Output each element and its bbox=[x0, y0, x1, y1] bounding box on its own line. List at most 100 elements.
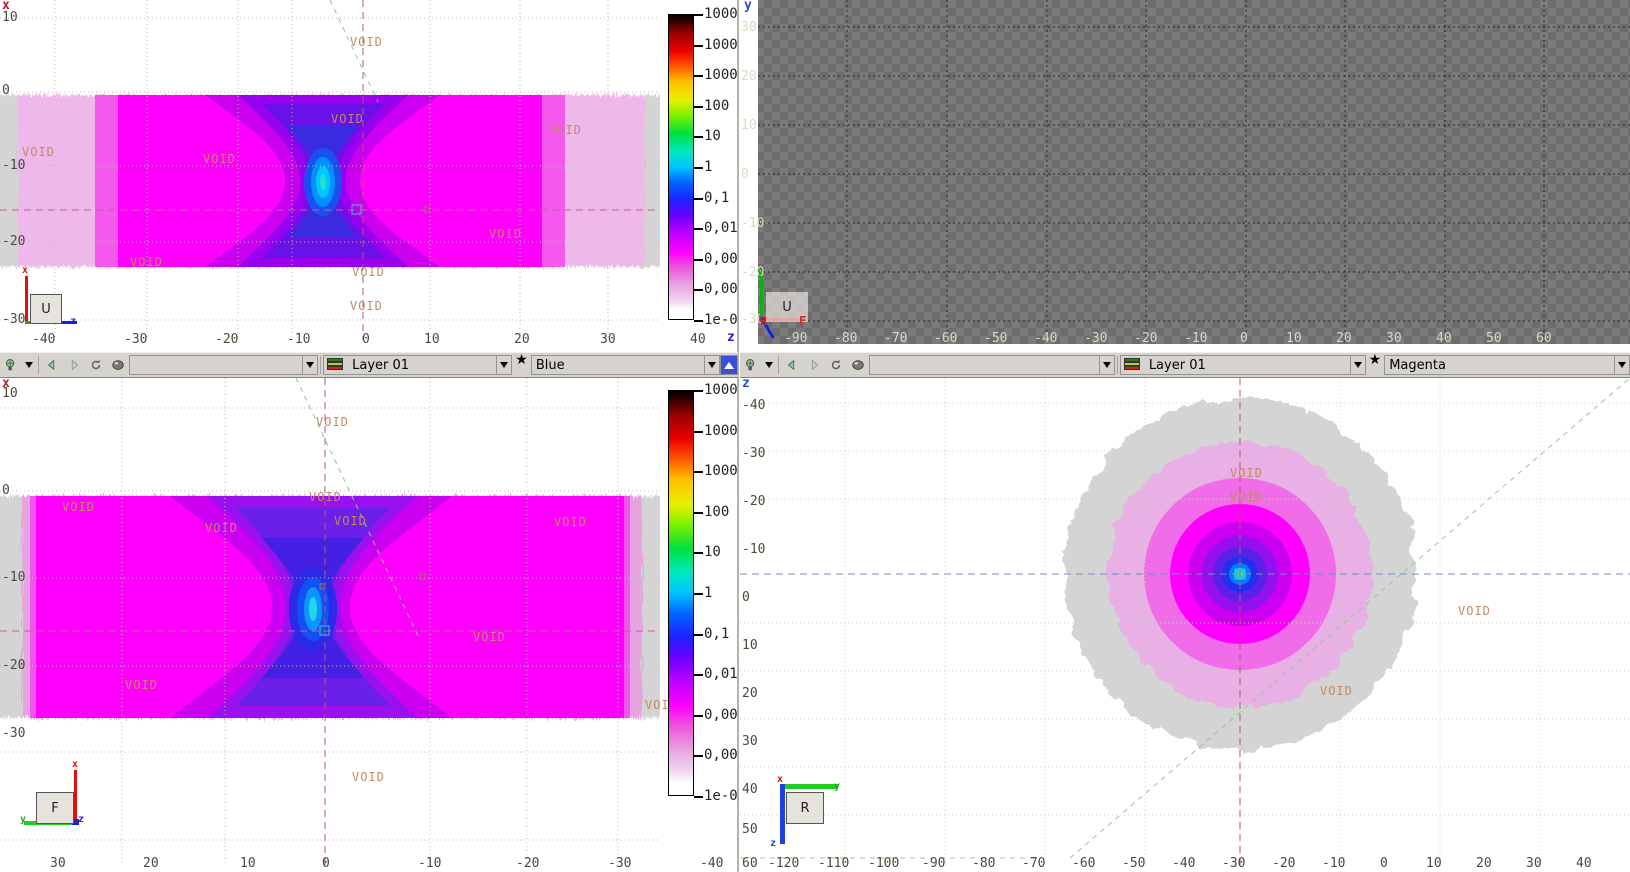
axis-y-label: y bbox=[834, 781, 841, 792]
x-tick: 30 bbox=[1386, 331, 1402, 346]
colorbar-label: 10000 bbox=[704, 36, 738, 53]
void-label: VOID bbox=[1458, 604, 1491, 618]
x-tick: -70 bbox=[1022, 856, 1046, 871]
y-tick: 10 bbox=[741, 118, 757, 133]
x-tick: -10 bbox=[1184, 331, 1208, 346]
forward-arrow-icon[interactable] bbox=[63, 353, 85, 377]
orientation-gizmo-top-left[interactable]: x z U bbox=[20, 265, 80, 330]
colorbar-label: 1e-05 bbox=[704, 788, 738, 804]
palette-combo-left[interactable]: Blue bbox=[530, 355, 704, 375]
axis-name-z: z bbox=[742, 378, 750, 391]
star-icon[interactable]: ★ bbox=[1368, 352, 1382, 368]
axis-name-z: z bbox=[727, 330, 735, 345]
colorbar-label: 0,001 bbox=[704, 250, 738, 267]
top-left-plot-canvas[interactable] bbox=[0, 0, 738, 350]
colorbar-label: 0,1 bbox=[704, 189, 730, 206]
x-tick: 0 bbox=[1380, 856, 1388, 871]
void-label: VOID bbox=[554, 515, 587, 529]
globe-nav-icon[interactable] bbox=[740, 353, 762, 377]
colorbar-label: 100000 bbox=[704, 6, 738, 22]
refresh-icon[interactable] bbox=[85, 353, 107, 377]
void-label: VOID bbox=[205, 521, 238, 535]
axis-y-label: y bbox=[20, 814, 27, 825]
bottom-left-plot-canvas[interactable] bbox=[0, 378, 738, 872]
layer-combo-dropdown[interactable] bbox=[496, 355, 513, 375]
refresh-icon[interactable] bbox=[825, 353, 847, 377]
panel-top-left[interactable]: VOID VOID VOID VOID VOID VOID VOID VOID … bbox=[0, 0, 738, 350]
orientation-gizmo-top-right[interactable]: y U R F bbox=[752, 267, 822, 342]
bottom-right-plot-canvas[interactable] bbox=[740, 378, 1630, 872]
colorbar-label: 100 bbox=[704, 97, 730, 114]
caret-up-glyph bbox=[723, 361, 734, 369]
x-tick: 30 bbox=[1526, 856, 1542, 871]
colorbar-label: 1000 bbox=[704, 67, 738, 84]
y-tick: -40 bbox=[742, 398, 766, 413]
axis-z-label: z bbox=[70, 316, 77, 327]
view-label-box[interactable]: U bbox=[766, 292, 808, 322]
orientation-gizmo-bottom-right[interactable]: x y z R bbox=[758, 774, 841, 852]
colorbar-ticks bbox=[694, 390, 703, 798]
panel-bottom-left[interactable]: VOID VOID VOID VOID VOID VOID VOID VOID … bbox=[0, 378, 738, 872]
axis-x-line bbox=[25, 276, 28, 324]
toolbar-right[interactable]: Layer 01 ★ Magenta bbox=[740, 352, 1630, 378]
x-tick: -100 bbox=[868, 856, 900, 871]
x-tick: -80 bbox=[834, 331, 858, 346]
x-tick: 0 bbox=[322, 856, 330, 871]
star-icon[interactable]: ★ bbox=[515, 352, 528, 368]
nav-dropdown-arrow[interactable] bbox=[22, 353, 36, 377]
view-label-box[interactable]: R bbox=[786, 792, 824, 824]
back-arrow-icon[interactable] bbox=[41, 353, 63, 377]
x-tick: 10 bbox=[424, 332, 440, 347]
axis-x-label: x bbox=[777, 774, 784, 785]
forward-arrow-icon[interactable] bbox=[803, 353, 825, 377]
view-label: R bbox=[800, 800, 810, 816]
layer-combo-dropdown[interactable] bbox=[1349, 355, 1366, 375]
x-tick: 0 bbox=[362, 332, 370, 347]
colorbar-label: 1e-05 bbox=[704, 312, 738, 328]
shaded-sphere-icon[interactable] bbox=[847, 353, 869, 377]
view-label-box[interactable]: U bbox=[30, 294, 62, 324]
y-tick: -30 bbox=[2, 726, 26, 741]
object-combo-dropdown[interactable] bbox=[1098, 355, 1115, 375]
y-tick: -30 bbox=[742, 446, 766, 461]
palette-combo-dropdown[interactable] bbox=[1614, 355, 1630, 375]
x-tick: -30 bbox=[1222, 856, 1246, 871]
y-tick: -10 bbox=[2, 158, 26, 173]
x-tick: 60 bbox=[1536, 331, 1552, 346]
top-right-plot-canvas[interactable] bbox=[740, 0, 1630, 350]
x-tick: -10 bbox=[418, 856, 442, 871]
x-tick: -40 bbox=[1172, 856, 1196, 871]
back-arrow-glyph bbox=[787, 359, 795, 371]
forward-arrow-glyph bbox=[71, 359, 79, 371]
orientation-gizmo-bottom-left[interactable]: x y z F bbox=[20, 759, 86, 832]
object-combo-dropdown[interactable] bbox=[302, 355, 319, 375]
chevron-down-icon bbox=[500, 362, 509, 368]
view-label-box[interactable]: F bbox=[36, 792, 74, 824]
y-tick: -30 bbox=[2, 312, 26, 327]
x-tick: -40 bbox=[1034, 331, 1058, 346]
object-combo-left[interactable] bbox=[129, 355, 303, 375]
object-combo-right[interactable] bbox=[869, 355, 1099, 375]
panel-bottom-right[interactable]: VOID VOID VOID VOID -40 -30 -20 -10 0 10… bbox=[740, 378, 1630, 872]
palette-combo-right[interactable]: Magenta bbox=[1384, 355, 1614, 375]
panel-divider-vertical[interactable] bbox=[737, 0, 739, 872]
y-tick: 0 bbox=[2, 483, 10, 498]
back-arrow-icon[interactable] bbox=[781, 353, 803, 377]
x-tick: 30 bbox=[600, 332, 616, 347]
layer-combo-left[interactable]: Layer 01 bbox=[323, 355, 497, 375]
globe-nav-icon[interactable] bbox=[0, 353, 22, 377]
chevron-down-icon bbox=[1618, 362, 1626, 368]
chevron-down-icon bbox=[765, 362, 773, 368]
toolbar-left[interactable]: Layer 01 ★ Blue bbox=[0, 352, 738, 378]
palette-combo-dropdown[interactable] bbox=[703, 355, 720, 375]
view-label: U bbox=[41, 301, 51, 317]
nav-dropdown-arrow[interactable] bbox=[762, 353, 776, 377]
scroll-up-icon[interactable] bbox=[719, 355, 738, 375]
panel-top-right[interactable]: 30 20 10 0 -10 -20 -30 y -90 -80 -70 -60… bbox=[740, 0, 1630, 350]
shaded-sphere-icon[interactable] bbox=[107, 353, 129, 377]
layer-combo-right[interactable]: Layer 01 bbox=[1119, 355, 1350, 375]
axis-y-line bbox=[782, 784, 838, 789]
void-label: VOID bbox=[334, 514, 367, 528]
chevron-down-icon bbox=[25, 362, 33, 368]
